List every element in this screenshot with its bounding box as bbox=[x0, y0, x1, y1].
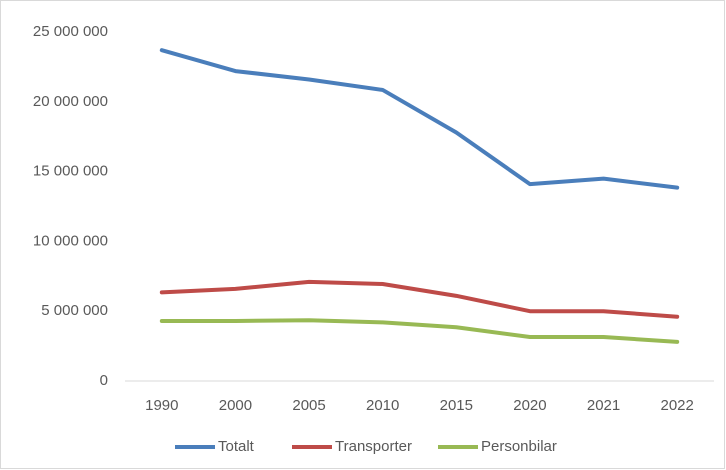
x-tick-label: 1990 bbox=[145, 397, 178, 414]
x-tick-label: 2000 bbox=[219, 397, 252, 414]
y-tick-label: 25 000 000 bbox=[33, 23, 108, 40]
y-tick-label: 5 000 000 bbox=[41, 302, 108, 319]
x-tick-label: 2010 bbox=[366, 397, 399, 414]
legend-label: Transporter bbox=[335, 438, 412, 455]
legend-label: Personbilar bbox=[481, 438, 557, 455]
x-tick-label: 2020 bbox=[513, 397, 546, 414]
series-line bbox=[159, 279, 680, 319]
legend-label: Totalt bbox=[218, 438, 255, 455]
y-tick-label: 0 bbox=[100, 372, 108, 389]
x-tick-label: 2021 bbox=[587, 397, 620, 414]
series-line bbox=[159, 48, 680, 190]
y-tick-label: 10 000 000 bbox=[33, 232, 108, 249]
y-tick-label: 20 000 000 bbox=[33, 93, 108, 110]
series-line bbox=[159, 318, 680, 344]
x-tick-label: 2005 bbox=[292, 397, 325, 414]
y-tick-label: 15 000 000 bbox=[33, 163, 108, 180]
x-tick-label: 2015 bbox=[440, 397, 473, 414]
x-tick-label: 2022 bbox=[661, 397, 694, 414]
